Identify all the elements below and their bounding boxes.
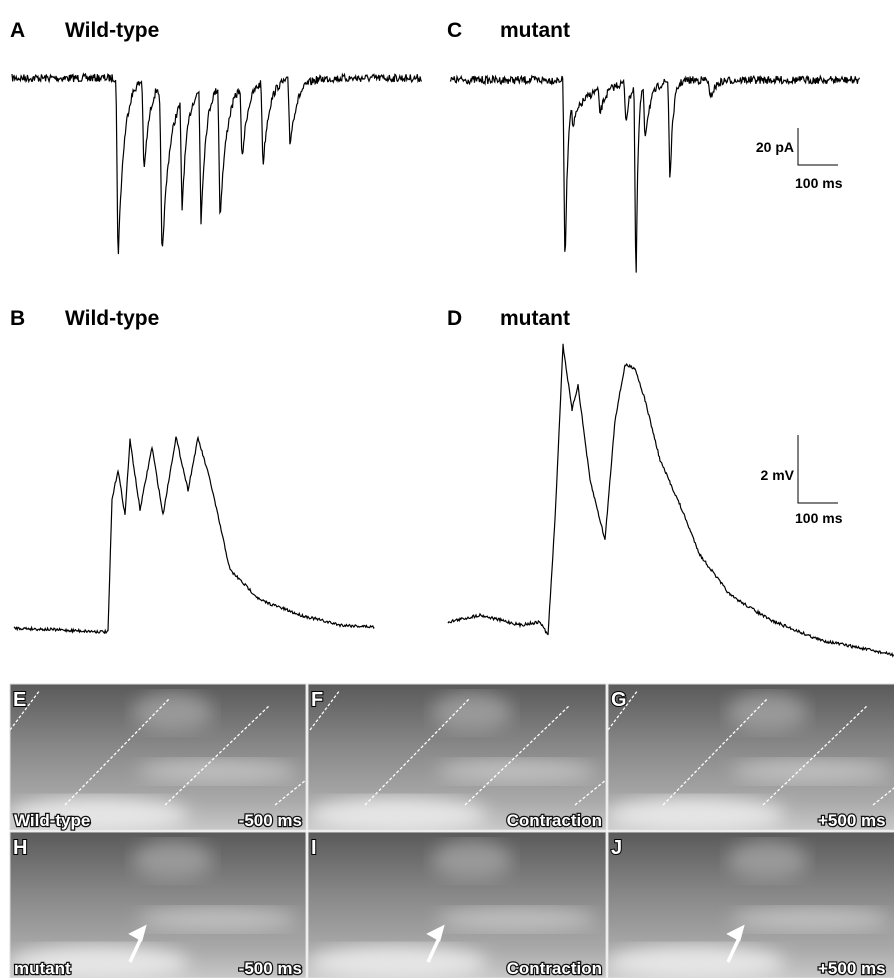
image-panel: F Contraction: [307, 683, 607, 831]
trace: [449, 74, 861, 273]
panel-title: Wild-type: [65, 19, 159, 42]
image-content: [308, 684, 606, 830]
trace: [11, 72, 423, 255]
image-grid: E Wild-type -500 ms F Contraction G +500 ms Hmu…: [9, 683, 894, 978]
trace: [13, 435, 375, 635]
scale-label: 100 ms: [795, 510, 843, 526]
image-label: F: [311, 689, 323, 711]
bright-area: [308, 945, 488, 978]
image-panel: G +500 ms: [607, 683, 894, 831]
panel-title: mutant: [500, 19, 570, 42]
panel-border: [307, 831, 607, 978]
image-panel: I Contraction: [307, 831, 607, 978]
panel-label: B: [10, 307, 25, 330]
bright-area: [431, 693, 512, 734]
trace: [447, 343, 894, 658]
scale-label: 20 pA: [756, 139, 794, 155]
panel-border: [9, 683, 307, 831]
image-label: J: [611, 837, 622, 859]
image-panel: E Wild-type -500 ms: [9, 683, 307, 831]
bright-area: [731, 759, 891, 784]
bright-area: [137, 759, 298, 784]
bright-area: [10, 797, 189, 830]
contour: [309, 689, 341, 731]
bright-area: [431, 841, 512, 882]
contour: [164, 704, 271, 806]
panel-title: mutant: [500, 307, 570, 330]
bright-area: [308, 797, 488, 830]
image-caption: +500 ms: [818, 959, 886, 978]
bright-area: [731, 907, 891, 932]
contour: [10, 689, 41, 731]
image-caption: -500 ms: [239, 959, 302, 978]
bright-area: [132, 693, 213, 734]
panel-label: A: [10, 19, 25, 42]
image-content: [608, 684, 894, 830]
bright-area: [608, 945, 785, 978]
image-content: [308, 832, 606, 978]
contour: [872, 787, 894, 806]
bright-area: [727, 693, 808, 734]
image-panel: J +500 ms: [607, 831, 894, 978]
scale-label: 2 mV: [761, 467, 795, 483]
image-caption: Contraction: [507, 959, 602, 978]
panel-border: [307, 683, 607, 831]
contour: [608, 689, 639, 731]
scale-label: 100 ms: [795, 175, 843, 191]
panel-label: D: [447, 307, 462, 330]
contour: [574, 779, 606, 806]
traces: [11, 72, 894, 658]
bright-area: [436, 759, 597, 784]
contour: [274, 779, 306, 806]
image-content: [10, 832, 306, 978]
scale-bar: [797, 128, 838, 166]
image-content: [608, 832, 894, 978]
image-label: I: [311, 837, 317, 859]
image-caption: mutant: [14, 959, 71, 978]
bright-area: [436, 907, 597, 932]
bright-area: [137, 907, 298, 932]
contour: [762, 704, 869, 806]
panel-border: [607, 831, 894, 978]
bright-area: [132, 841, 213, 882]
bright-area: [727, 841, 808, 882]
scale-bar: [797, 435, 838, 504]
image-caption: +500 ms: [818, 811, 886, 830]
panel-border: [607, 683, 894, 831]
panel-border: [9, 831, 307, 978]
panel-title: Wild-type: [65, 307, 159, 330]
panel-label: C: [447, 19, 462, 42]
image-caption: Contraction: [507, 811, 602, 830]
bright-area: [10, 945, 189, 978]
image-label: H: [13, 837, 27, 859]
image-caption: -500 ms: [239, 811, 302, 830]
image-caption: Wild-type: [14, 811, 90, 830]
bright-area: [608, 797, 785, 830]
image-label: E: [13, 689, 26, 711]
contour: [464, 704, 571, 806]
image-label: G: [611, 689, 627, 711]
arrow: [128, 924, 147, 963]
arrow: [726, 924, 745, 963]
arrow: [426, 924, 445, 963]
image-content: [10, 684, 306, 830]
